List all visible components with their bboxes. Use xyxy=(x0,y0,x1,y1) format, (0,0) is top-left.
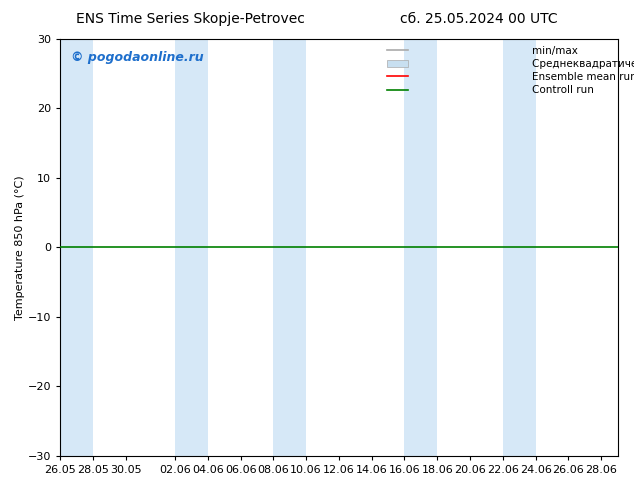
Text: ENS Time Series Skopje-Petrovec: ENS Time Series Skopje-Petrovec xyxy=(76,12,305,26)
Y-axis label: Temperature 850 hPa (°C): Temperature 850 hPa (°C) xyxy=(15,175,25,319)
Bar xyxy=(404,39,437,456)
Bar xyxy=(60,39,93,456)
Text: © pogodaonline.ru: © pogodaonline.ru xyxy=(72,51,204,64)
Bar xyxy=(273,39,306,456)
Bar xyxy=(503,39,536,456)
Bar xyxy=(175,39,208,456)
Text: сб. 25.05.2024 00 UTC: сб. 25.05.2024 00 UTC xyxy=(400,12,558,26)
Legend: min/max, Среднеквадратическое отклонение, Ensemble mean run, Controll run: min/max, Среднеквадратическое отклонение… xyxy=(382,42,614,99)
